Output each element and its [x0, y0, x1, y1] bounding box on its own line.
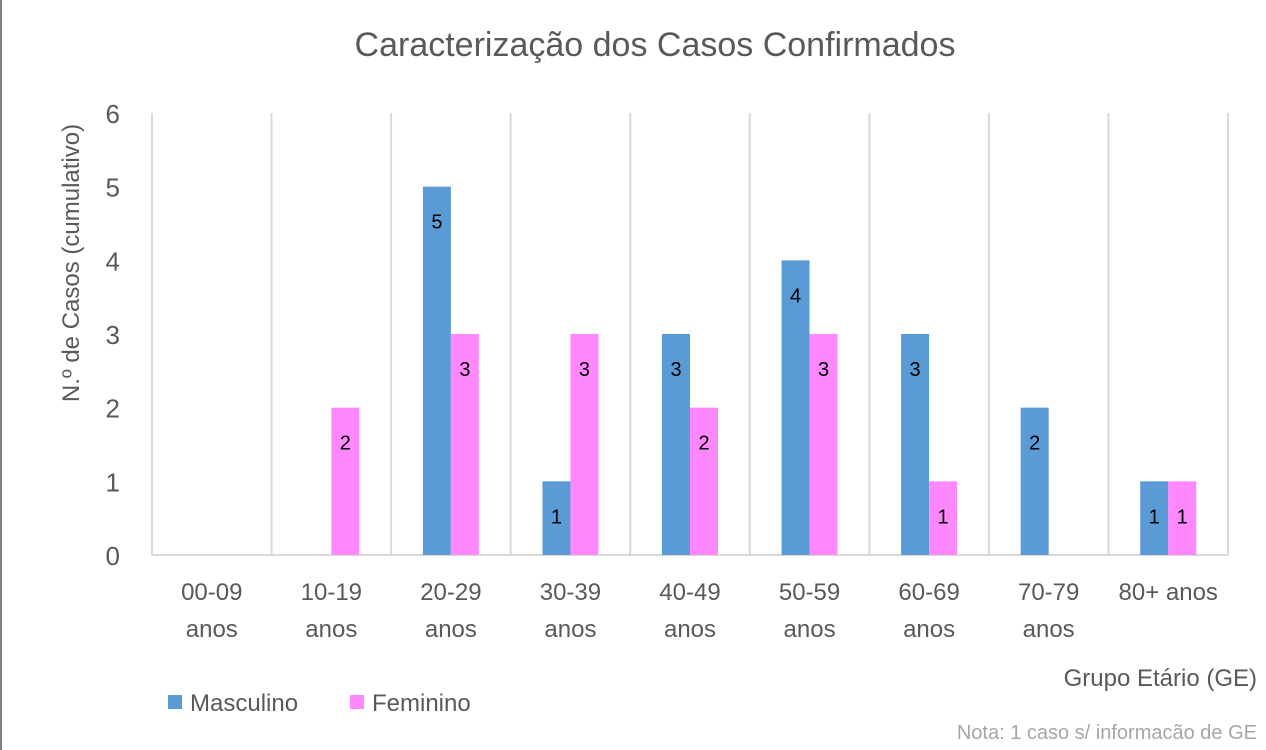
x-tick-label: 80+ anos	[1119, 579, 1218, 606]
data-label-feminino: 1	[938, 506, 949, 528]
bar-feminino	[690, 407, 718, 555]
y-tick-label: 0	[106, 541, 120, 571]
bar-masculino	[781, 260, 810, 555]
chart-title: Caracterização dos Casos Confirmados	[355, 26, 956, 64]
data-label-masculino: 2	[1029, 433, 1040, 455]
bar-masculino	[1020, 407, 1049, 555]
y-tick-label: 5	[106, 173, 120, 203]
x-tick-label: 50-59	[779, 579, 840, 606]
data-label-masculino: 1	[551, 506, 562, 528]
x-tick-label: 70-79	[1018, 579, 1079, 606]
data-label-feminino: 1	[1177, 506, 1188, 528]
y-tick-label: 4	[106, 246, 120, 276]
chart-note: Nota: 1 caso s/ informacão de GE	[957, 722, 1257, 744]
bar-feminino	[570, 334, 599, 555]
bar-masculino	[662, 334, 690, 555]
data-label-feminino: 3	[818, 359, 829, 381]
x-tick-label: anos	[664, 616, 716, 643]
bars-layer	[331, 186, 1197, 555]
bar-masculino	[542, 481, 571, 555]
y-tick-label: 3	[106, 320, 120, 350]
x-tick-label: 20-29	[420, 579, 481, 606]
y-tick-label: 2	[106, 394, 120, 424]
x-tick-label: 10-19	[301, 579, 362, 606]
x-tick-label: 40-49	[659, 579, 720, 606]
data-label-feminino: 2	[698, 433, 709, 455]
legend: Masculino Feminino	[168, 690, 471, 717]
y-tick-label: 1	[106, 467, 120, 497]
bar-masculino	[1140, 481, 1169, 555]
bar-feminino	[809, 334, 838, 555]
bar-feminino	[929, 481, 958, 555]
bar-feminino	[331, 407, 360, 555]
x-tick-label: anos	[784, 616, 836, 643]
data-label-feminino: 3	[579, 359, 590, 381]
legend-label-feminino: Feminino	[372, 690, 471, 717]
data-label-masculino: 3	[910, 359, 921, 381]
legend-swatch-feminino	[350, 695, 364, 709]
x-axis-ticks: 00-09 anos 10-19 anos 20-29 anos 30-39 anos 40-4…	[181, 579, 1218, 643]
legend-label-masculino: Masculino	[190, 690, 298, 717]
data-label-feminino: 3	[459, 359, 470, 381]
data-label-feminino: 2	[340, 433, 351, 455]
x-tick-label: 60-69	[898, 579, 959, 606]
y-axis-label: N.º de Casos (cumulativo)	[58, 124, 85, 402]
x-axis-label: Grupo Etário (GE)	[1064, 665, 1257, 692]
x-tick-label: anos	[903, 616, 955, 643]
data-label-masculino: 5	[431, 212, 442, 234]
x-tick-label: anos	[1023, 616, 1075, 643]
data-label-masculino: 4	[790, 285, 801, 307]
x-tick-label: anos	[186, 616, 238, 643]
data-label-masculino: 1	[1149, 506, 1160, 528]
bar-masculino	[422, 186, 451, 555]
x-tick-label: anos	[305, 616, 357, 643]
x-tick-label: 30-39	[540, 579, 601, 606]
x-tick-label: anos	[425, 616, 477, 643]
legend-swatch-masculino	[168, 695, 182, 709]
y-tick-label: 6	[106, 99, 120, 129]
y-axis-ticks: 0 1 2 3 4 5 6	[106, 99, 120, 571]
x-tick-label: 00-09	[181, 579, 242, 606]
data-label-masculino: 3	[670, 359, 681, 381]
bar-feminino	[1168, 481, 1197, 555]
bar-feminino	[450, 334, 479, 555]
bar-masculino	[901, 334, 930, 555]
x-tick-label: anos	[544, 616, 596, 643]
